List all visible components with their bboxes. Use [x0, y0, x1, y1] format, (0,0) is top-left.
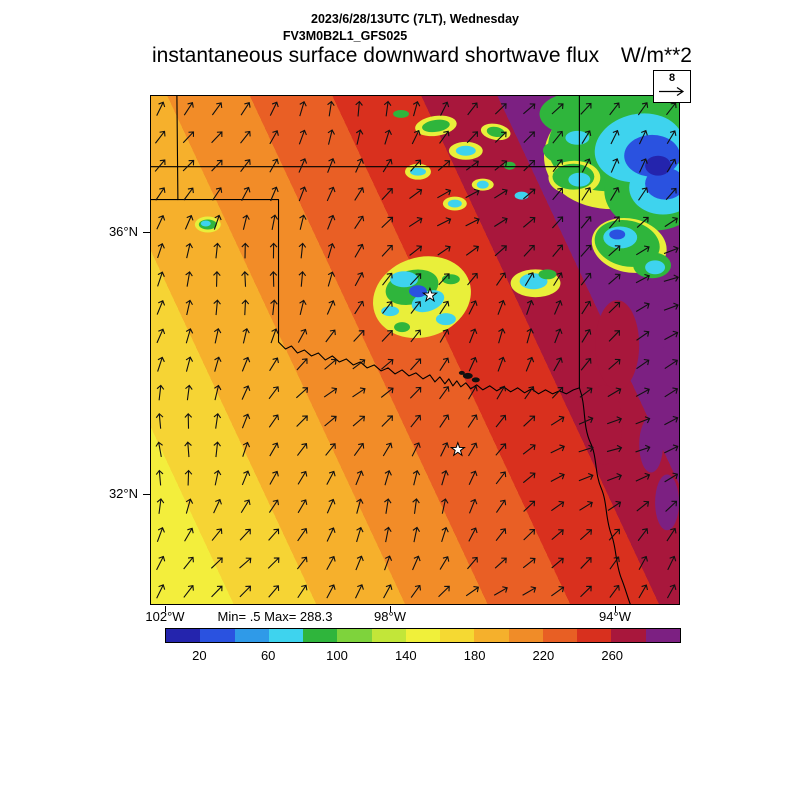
colorbar-segment — [200, 629, 235, 642]
colorbar-segment — [268, 629, 304, 642]
colorbar-tick-label: 20 — [192, 648, 207, 663]
colorbar-segment — [166, 629, 201, 642]
cloud-blob — [646, 347, 677, 427]
cloud-blob — [381, 306, 400, 317]
lon-tick-label: 94°W — [599, 609, 631, 624]
colorbar-segment — [440, 629, 475, 642]
lon-tick-mark — [165, 606, 166, 612]
state-border-line — [277, 341, 580, 395]
cloud-blob — [393, 109, 410, 118]
colorbar-segment — [371, 629, 406, 642]
colorbar-segment — [337, 629, 372, 642]
colorbar-segment — [611, 629, 646, 642]
cloud-blob — [200, 220, 211, 227]
min-max-stats: Min= .5 Max= 288.3 — [217, 609, 333, 624]
colorbar-segment — [474, 629, 509, 642]
map-plot — [151, 96, 679, 604]
lat-tick-label: 32°N — [108, 486, 138, 501]
colorbar-segment — [577, 629, 612, 642]
state-borders — [151, 96, 631, 604]
wind-reference-box: 8 — [653, 70, 691, 103]
map-frame — [150, 95, 680, 605]
lat-tick-mark — [143, 494, 150, 495]
colorbar-tick-label: 100 — [326, 648, 348, 663]
cloud-blob — [435, 313, 456, 326]
cloud-blob — [542, 141, 582, 166]
cloud-blob — [476, 180, 489, 189]
plot-title: instantaneous surface downward shortwave… — [152, 44, 600, 67]
colorbar-tick-label: 180 — [463, 648, 486, 663]
lon-tick-label: 98°W — [374, 609, 406, 624]
lon-tick-mark — [390, 606, 391, 612]
colorbar-tick-label: 220 — [532, 648, 555, 663]
cloud-blob — [486, 126, 505, 138]
cloud-blob — [409, 285, 427, 298]
cloud-blob — [645, 167, 679, 200]
colorbar-labels: 20 60 100 140 180 220 260 — [165, 648, 681, 664]
colorbar-tick-label: 140 — [394, 648, 417, 663]
cloud-blob — [458, 370, 465, 375]
colorbar — [165, 628, 681, 643]
model-name-heading: FV3M0B2L1_GFS025 — [282, 29, 408, 43]
colorbar-tick-label: 60 — [260, 648, 276, 663]
cloud-blob — [390, 271, 418, 288]
colorbar-segment — [508, 629, 543, 642]
colorbar-segment — [405, 629, 441, 642]
cloud-blob — [538, 269, 557, 280]
valid-time-heading: 2023/6/28/13UTC (7LT), Wednesday — [311, 12, 519, 26]
state-border-line — [176, 96, 179, 201]
state-border-line — [578, 387, 631, 604]
colorbar-segment — [542, 629, 578, 642]
cloud-blob — [655, 474, 679, 531]
plot-units-label: W/m**2 — [620, 44, 692, 67]
cloud-blob — [645, 155, 672, 176]
colorbar-tick-label: 260 — [601, 648, 624, 663]
cloud-blob — [410, 167, 426, 176]
colorbar-segment — [645, 629, 680, 642]
cloud-blob — [586, 384, 623, 465]
cloud-blob — [462, 372, 473, 379]
lat-tick-mark — [143, 232, 150, 233]
colorbar-segment — [303, 629, 338, 642]
cloud-blob — [394, 322, 411, 333]
cloud-blob — [639, 416, 664, 473]
cloud-blobs — [194, 96, 679, 531]
cloud-blob — [447, 199, 462, 208]
cloud-blob — [645, 260, 666, 275]
cloud-blob — [455, 145, 476, 156]
lon-tick-label: 102°W — [145, 609, 185, 624]
cloud-blob — [471, 377, 480, 383]
lat-tick-label: 36°N — [108, 224, 138, 239]
cloud-blob — [609, 229, 626, 240]
colorbar-segment — [234, 629, 269, 642]
cloud-blob — [422, 119, 450, 133]
reference-wind-arrow-icon — [659, 87, 685, 96]
cloud-blob — [595, 300, 640, 390]
wind-reference-value: 8 — [668, 72, 676, 84]
lon-tick-mark — [615, 606, 616, 612]
